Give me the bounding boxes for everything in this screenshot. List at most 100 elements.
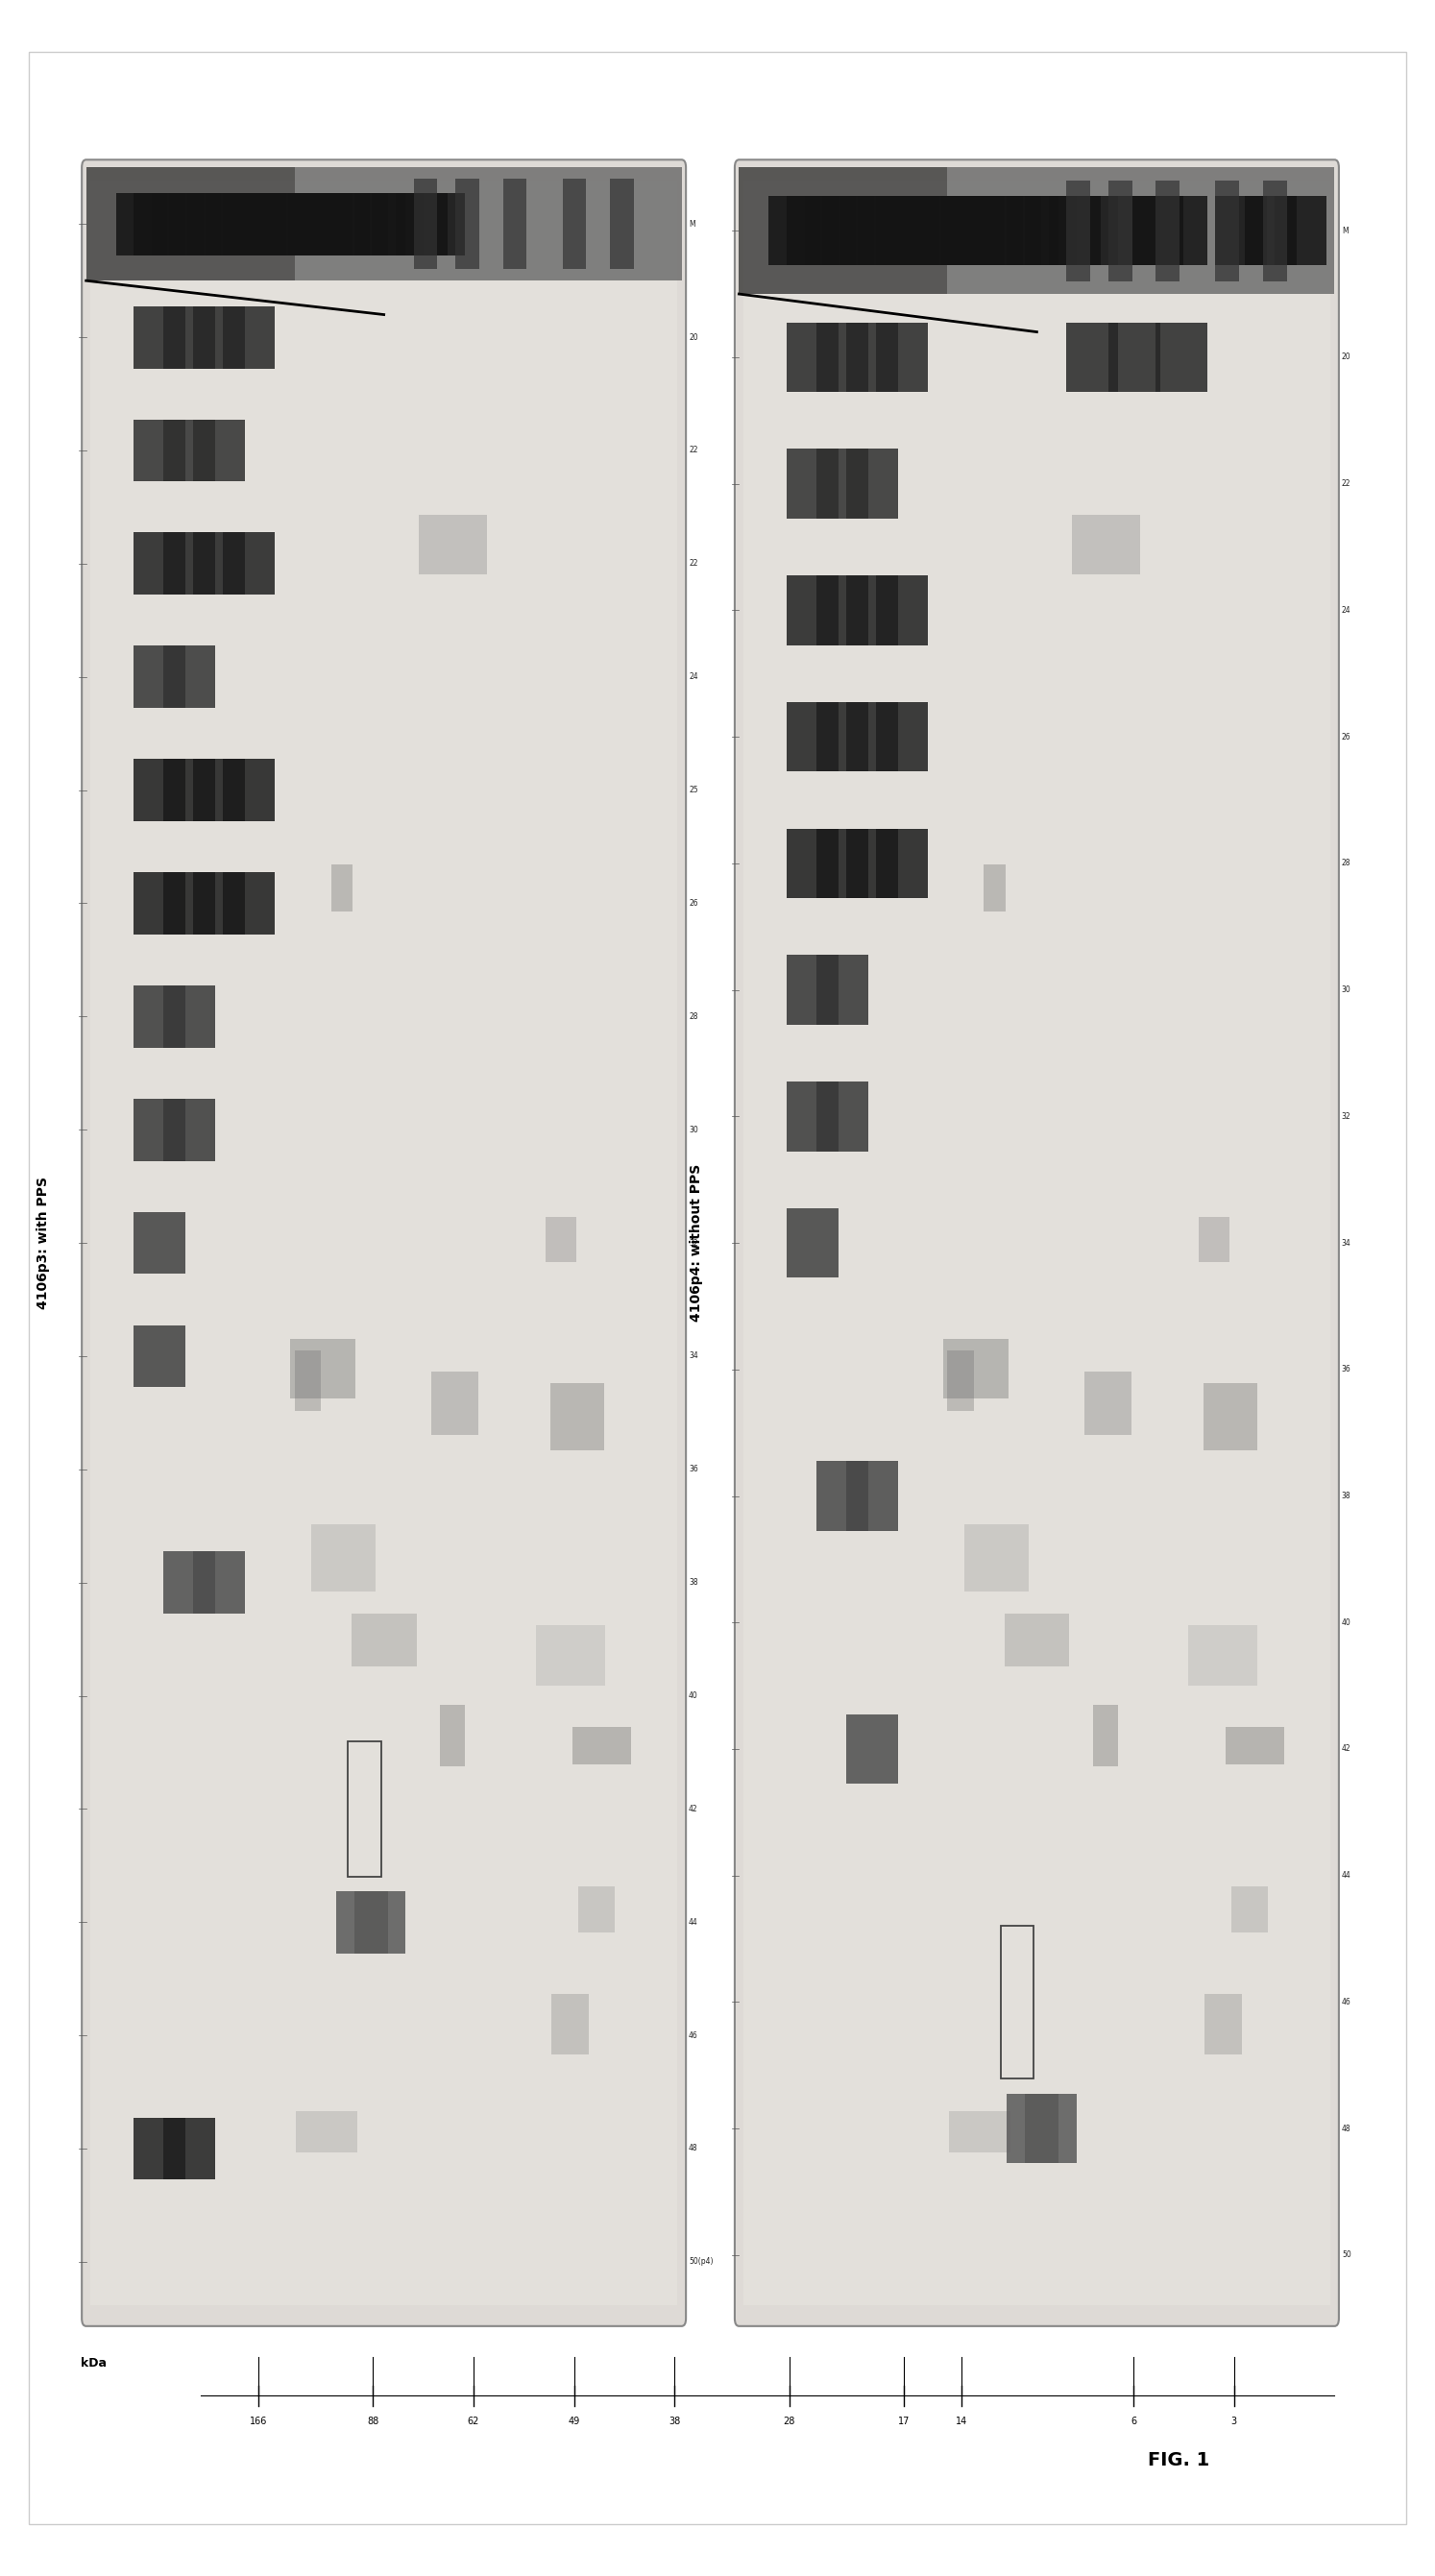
Bar xyxy=(1225,1726,1284,1765)
Bar xyxy=(222,760,274,822)
Bar xyxy=(396,193,448,255)
Bar xyxy=(769,196,821,265)
Bar xyxy=(858,196,910,265)
Bar xyxy=(786,196,838,265)
Text: FIG. 1: FIG. 1 xyxy=(1148,2450,1210,2470)
Text: 4106p3: with PPS: 4106p3: with PPS xyxy=(36,1177,50,1309)
Text: 36: 36 xyxy=(1342,1365,1352,1373)
Bar xyxy=(563,178,587,270)
Bar xyxy=(1276,196,1327,265)
Bar xyxy=(1263,180,1287,281)
Bar xyxy=(1108,196,1159,265)
Bar xyxy=(354,1891,406,1953)
Bar xyxy=(1155,322,1208,392)
Text: 20: 20 xyxy=(1342,353,1350,361)
Bar xyxy=(817,448,868,518)
Bar xyxy=(419,515,486,574)
Bar xyxy=(152,193,204,255)
Bar xyxy=(288,193,340,255)
Bar xyxy=(300,193,352,255)
Bar xyxy=(319,193,370,255)
Text: 26: 26 xyxy=(1342,732,1350,742)
Bar xyxy=(133,647,185,708)
Bar xyxy=(971,196,1023,265)
Bar xyxy=(253,193,304,255)
Bar xyxy=(164,647,215,708)
Bar xyxy=(413,193,465,255)
Bar xyxy=(1066,180,1091,281)
Text: 34: 34 xyxy=(689,1352,699,1360)
Text: 34: 34 xyxy=(1342,1239,1352,1247)
Bar xyxy=(169,193,221,255)
Bar xyxy=(786,1082,838,1151)
Bar xyxy=(805,196,857,265)
Text: 22: 22 xyxy=(689,559,697,567)
Bar xyxy=(573,1726,631,1765)
Bar xyxy=(164,1097,215,1162)
Text: 62: 62 xyxy=(468,2416,479,2427)
Bar xyxy=(194,533,245,595)
Bar xyxy=(290,1340,356,1399)
Bar xyxy=(1155,180,1180,281)
FancyBboxPatch shape xyxy=(735,160,1339,2326)
Bar xyxy=(888,196,940,265)
Text: 42: 42 xyxy=(1342,1744,1350,1754)
Text: 42: 42 xyxy=(689,1806,697,1814)
Bar xyxy=(786,322,838,392)
Text: 44: 44 xyxy=(689,1919,699,1927)
Text: 46: 46 xyxy=(689,2030,699,2040)
Bar xyxy=(133,307,185,368)
Text: 22: 22 xyxy=(1342,479,1350,487)
Bar xyxy=(875,196,927,265)
Text: 25: 25 xyxy=(689,786,697,793)
Bar xyxy=(1025,196,1076,265)
Text: 24: 24 xyxy=(689,672,697,680)
Bar xyxy=(817,1461,868,1530)
Bar xyxy=(786,574,838,644)
Bar xyxy=(551,1383,604,1450)
Text: 44: 44 xyxy=(1342,1870,1352,1880)
Bar xyxy=(1066,322,1118,392)
Bar xyxy=(949,2110,1010,2151)
Bar xyxy=(1108,322,1159,392)
Bar xyxy=(1049,196,1101,265)
Bar xyxy=(349,1741,380,1878)
Bar xyxy=(1198,1216,1230,1262)
Text: 88: 88 xyxy=(367,2416,379,2427)
Text: 30: 30 xyxy=(689,1126,699,1133)
Text: 28: 28 xyxy=(689,1012,697,1020)
Text: 49: 49 xyxy=(568,2416,580,2427)
Text: 24: 24 xyxy=(1342,605,1350,616)
Bar xyxy=(133,193,185,255)
Bar xyxy=(222,307,274,368)
Bar xyxy=(941,196,993,265)
Bar xyxy=(1004,1613,1069,1667)
Bar xyxy=(164,533,215,595)
Bar xyxy=(296,2110,357,2151)
Bar xyxy=(1188,1625,1257,1687)
Text: 48: 48 xyxy=(689,2143,697,2154)
Bar xyxy=(222,873,274,935)
Bar xyxy=(739,167,1335,294)
Bar xyxy=(1132,196,1184,265)
Text: 4106p4: without PPS: 4106p4: without PPS xyxy=(689,1164,703,1321)
Text: 6: 6 xyxy=(1131,2416,1137,2427)
Bar xyxy=(1108,180,1132,281)
Text: M: M xyxy=(1342,227,1347,234)
Bar xyxy=(817,956,868,1025)
Bar xyxy=(875,322,927,392)
Text: 36: 36 xyxy=(689,1466,699,1473)
Bar xyxy=(535,1625,604,1687)
Bar xyxy=(1072,515,1139,574)
Bar xyxy=(875,829,927,899)
Bar xyxy=(133,1097,185,1162)
Text: 40: 40 xyxy=(689,1692,699,1700)
Text: 50(p4): 50(p4) xyxy=(689,2257,713,2267)
Bar xyxy=(331,866,353,912)
Bar xyxy=(847,448,898,518)
Bar xyxy=(964,1525,1029,1592)
Text: 40: 40 xyxy=(1342,1618,1352,1628)
Bar xyxy=(194,307,245,368)
Bar xyxy=(311,1525,376,1592)
Bar xyxy=(786,956,838,1025)
